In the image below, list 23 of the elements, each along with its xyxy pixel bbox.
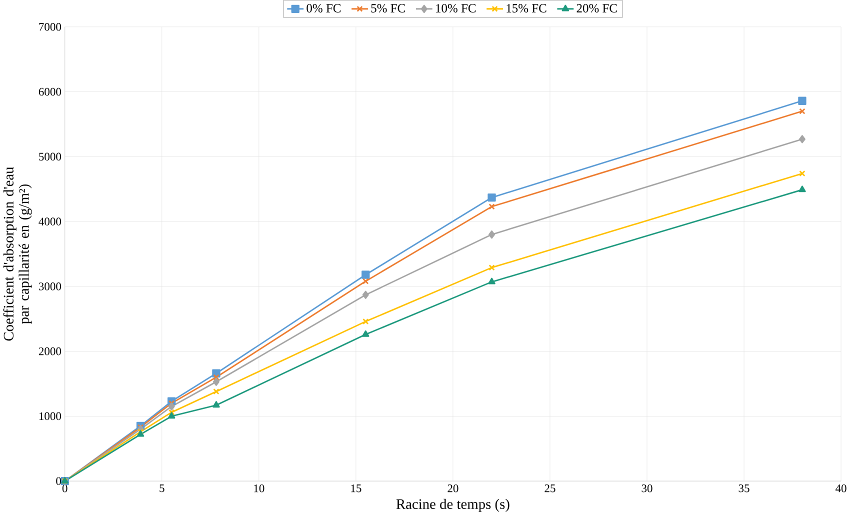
x-tick-label: 15 [351,484,362,492]
x-tick-label: 5 [160,484,164,492]
legend-label: 20% FC [576,4,617,12]
x-axis-title: Racine de temps (s) [396,498,510,512]
legend-label: 0% FC [306,4,341,12]
y-tick-label: 3000 [38,282,62,290]
legend-label: 15% FC [506,4,546,12]
y-tick-label: 6000 [38,88,62,96]
y-tick-label: 5000 [39,152,62,160]
y-tick-label: 2000 [38,347,62,356]
x-tick-label: 30 [642,484,652,492]
y-tick-label: 0 [56,477,62,485]
x-tick-label: 20 [448,484,458,492]
y-tick-label: 4000 [38,218,62,226]
x-tick-label: 25 [544,484,556,492]
x-tick-label: 35 [738,484,750,492]
y-tick-label: 7000 [39,22,62,31]
x-tick-label: 10 [254,484,264,492]
legend-label: 10% FC [436,4,476,12]
x-tick-label: 40 [836,484,846,492]
y-tick-label: 1000 [39,412,62,420]
legend-label: 5% FC [371,4,405,12]
y-axis-title: Coefficient d'absorption d'eau par capillarité en (g/m²) [3,166,32,341]
